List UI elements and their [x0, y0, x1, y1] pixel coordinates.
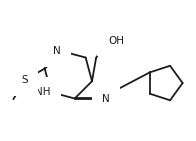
Text: N: N [53, 46, 61, 56]
Text: NH: NH [35, 87, 50, 97]
Text: OH: OH [108, 36, 124, 46]
Text: N: N [102, 93, 110, 103]
Text: S: S [21, 75, 28, 85]
